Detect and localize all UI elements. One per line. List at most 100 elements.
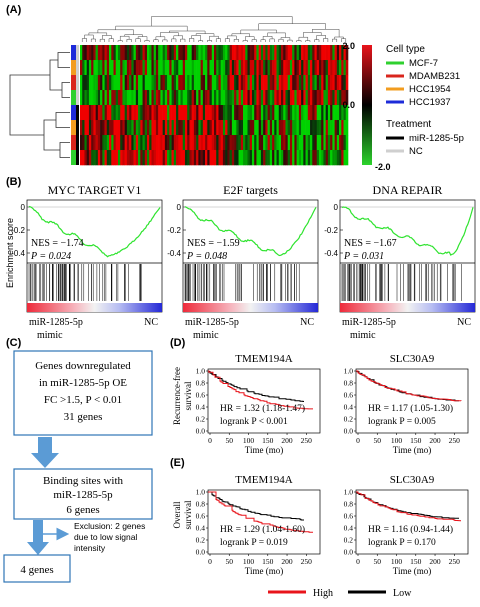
heatmap-cell [240,150,244,166]
heatmap-cell [102,135,105,151]
heatmap-cell [202,90,206,106]
heatmap-cell [196,135,199,151]
heatmap-cell [222,75,226,91]
heatmap-cell [109,90,112,106]
heatmap-cell [80,45,83,61]
heatmap-cell [227,150,230,166]
heatmap-cell [310,90,313,106]
heatmap-cell [234,75,237,91]
heatmap-cell [263,120,266,136]
heatmap-cell [294,90,297,106]
heatmap-cell [135,135,139,151]
heatmap-cell [205,120,208,136]
dendrogram-branch [171,38,177,42]
heatmap-cell [180,75,184,91]
heatmap-cell [198,90,201,106]
dendrogram-branch [135,38,141,42]
heatmap-cell [292,45,295,61]
heatmap-cell [155,135,159,151]
heatmap-cell [133,150,137,166]
heatmap-cell [102,75,105,91]
heatmap-cell [216,135,219,151]
heatmap-cell [149,75,152,91]
survival-xtick: 100 [243,557,255,566]
heatmap-cell [318,135,322,151]
heatmap-cell [285,45,288,61]
heatmap-cell [312,120,315,136]
heatmap-cell [314,120,318,136]
heatmap-cell [260,60,264,76]
heatmap-cell [129,75,132,91]
heatmap-cell [131,45,134,61]
heatmap-cell [231,45,235,61]
heatmap-cell [167,120,170,136]
heatmap-cell [256,45,259,61]
heatmap-cell [269,75,273,91]
dendrogram-branch [207,40,213,42]
flow-arrow-2 [27,520,49,555]
heatmap-cell [314,60,318,76]
heatmap-cell [265,75,268,91]
heatmap-cell [305,90,309,106]
survival-ytick: 0.6 [344,391,354,400]
heatmap-cell [298,150,302,166]
heatmap-cell [243,120,246,136]
heatmap-cell [164,45,168,61]
gsea-p-value: P = 0.024 [30,251,71,262]
heatmap-cell [256,75,259,91]
heatmap-cell [251,120,255,136]
heatmap-cell [236,135,239,151]
survival-xtick: 150 [410,557,422,566]
heatmap-cell [249,60,253,76]
heatmap-cell [321,150,324,166]
survival-frame [207,489,321,555]
heatmap-cell [298,75,302,91]
heatmap-cell [296,135,300,151]
heatmap-cell [274,90,277,106]
heatmap-cell [260,90,264,106]
heatmap-cell [283,135,286,151]
heatmap-cell [321,135,324,151]
heatmap-cell [325,120,329,136]
heatmap-cell [218,60,221,76]
heatmap-cell [104,135,108,151]
heatmap-cell [122,75,125,91]
heatmap-cell [80,105,83,121]
heatmap-cell [189,90,192,106]
heatmap-cell [216,150,219,166]
heatmap-cell [138,60,141,76]
row-treatment-bar [76,120,79,135]
heatmap-cell [312,45,315,61]
heatmap-cell [169,45,172,61]
heatmap-cell [234,45,237,61]
heatmap-cell [236,105,239,121]
heatmap-cell [191,120,195,136]
gsea-left-label-2: mimic [350,330,376,341]
heatmap-cell [164,90,168,106]
heatmap-cell [153,90,157,106]
heatmap-cell [341,90,344,106]
heatmap-cell [272,90,275,106]
heatmap-cell [267,135,271,151]
heatmap-cell [301,105,304,121]
survival-ytick: 1.0 [196,367,206,376]
survival-xtick: 200 [429,436,441,445]
heatmap-cell [82,45,85,61]
heatmap-cell [120,120,123,136]
heatmap-cell [142,75,146,91]
gsea-left-label-2: mimic [193,330,219,341]
heatmap-cell [187,120,190,136]
heatmap-cell [330,120,333,136]
heatmap-cell [265,150,268,166]
heatmap-cell [144,105,148,121]
heatmap-cell [102,105,105,121]
heatmap-cell [155,75,159,91]
heatmap-cell [173,60,177,76]
heatmap-cell [296,75,300,91]
heatmap-cell [214,60,217,76]
heatmap-cell [321,45,324,61]
flow-box-3 [3,554,71,583]
heatmap-cell [343,75,347,91]
heatmap-cell [86,75,90,91]
